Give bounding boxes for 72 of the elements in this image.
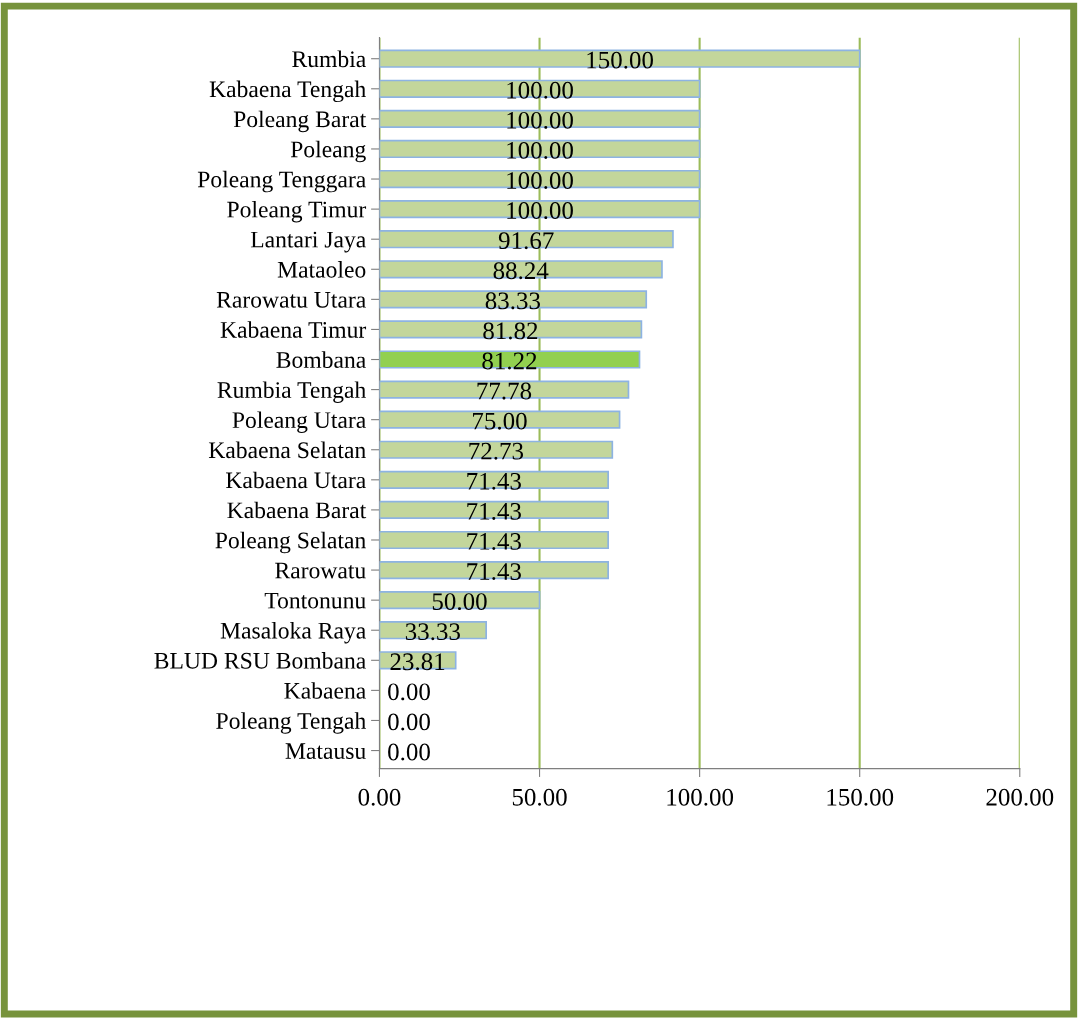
y-tick-label: Rumbia bbox=[292, 50, 366, 68]
bar bbox=[379, 560, 609, 580]
bar bbox=[379, 200, 701, 219]
x-tick-label: 100.00 bbox=[667, 788, 734, 806]
bar bbox=[379, 470, 609, 489]
y-tick-label: Kabaena Utara bbox=[226, 471, 366, 489]
bar bbox=[379, 410, 621, 429]
bar bbox=[379, 320, 643, 339]
y-tick-label: Rumbia Tengah bbox=[217, 381, 366, 403]
bar bbox=[379, 139, 701, 159]
y-tick-label: Rarowatu Utara bbox=[216, 292, 366, 308]
y-tick-label: Rarowatu bbox=[275, 562, 366, 579]
y-tick-label: Poleang Selatan bbox=[215, 531, 366, 554]
y-tick-label: Kabaena Barat bbox=[227, 501, 367, 519]
y-tick-label: Kabaena Tengah bbox=[209, 80, 366, 103]
x-tick-label: 50.00 bbox=[512, 788, 567, 806]
y-tick-label: Poleang Tengah bbox=[216, 712, 366, 734]
data-label: 100.00 bbox=[507, 172, 573, 190]
data-label: 100.00 bbox=[507, 202, 573, 220]
bar bbox=[379, 169, 701, 189]
y-tick-label: Kabaena Timur bbox=[220, 321, 367, 338]
data-label: 71.43 bbox=[467, 563, 521, 581]
data-label: 100.00 bbox=[507, 81, 573, 99]
data-label: 71.43 bbox=[467, 472, 521, 490]
data-label: 72.73 bbox=[469, 442, 524, 460]
y-tick-label: Poleang Timur bbox=[227, 200, 367, 223]
data-label: 100.00 bbox=[507, 111, 573, 129]
y-tick-label: Matausu bbox=[285, 743, 366, 759]
y-tick-label: Kabaena Selatan bbox=[208, 441, 366, 459]
bar bbox=[379, 79, 701, 98]
bar bbox=[379, 230, 674, 249]
data-label: 83.33 bbox=[485, 292, 540, 310]
y-tick-label: Poleang Tenggara bbox=[197, 170, 366, 193]
data-label: 71.43 bbox=[467, 533, 521, 550]
x-tick-label: 0.00 bbox=[358, 788, 401, 806]
bar bbox=[379, 440, 614, 459]
data-label: 77.78 bbox=[477, 382, 532, 400]
data-label: 81.22 bbox=[482, 352, 537, 370]
y-tick-label: Masaloka Raya bbox=[220, 622, 366, 644]
bar bbox=[379, 380, 630, 399]
data-label: 0.00 bbox=[388, 713, 430, 731]
y-tick-label: Kabaena bbox=[284, 682, 366, 699]
data-label: 81.82 bbox=[483, 322, 538, 340]
x-tick-label: 200.00 bbox=[986, 788, 1054, 806]
bar bbox=[379, 591, 541, 610]
data-label: 150.00 bbox=[587, 51, 653, 69]
data-label: 71.43 bbox=[467, 502, 521, 520]
y-tick-label: Poleang bbox=[290, 140, 366, 163]
data-label: 0.00 bbox=[388, 683, 430, 701]
data-label: 23.81 bbox=[390, 653, 445, 671]
x-tick-label: 150.00 bbox=[827, 788, 894, 806]
y-tick-label: BLUD RSU Bombana bbox=[154, 652, 366, 669]
y-tick-label: Bombana bbox=[276, 351, 366, 368]
bar bbox=[379, 290, 648, 309]
data-label: 88.24 bbox=[493, 262, 549, 280]
data-label: 50.00 bbox=[432, 593, 487, 611]
y-tick-label: Lantari Jaya bbox=[250, 231, 366, 253]
bar bbox=[379, 260, 663, 279]
bar bbox=[379, 109, 701, 128]
data-label: 33.33 bbox=[405, 623, 460, 641]
y-tick-label: Mataoleo bbox=[277, 261, 366, 278]
y-tick-label: Poleang Barat bbox=[233, 110, 367, 133]
data-label: 0.00 bbox=[388, 743, 430, 761]
data-label: 100.00 bbox=[507, 141, 573, 159]
bar bbox=[379, 49, 861, 68]
bar bbox=[379, 350, 641, 369]
data-label: 91.67 bbox=[498, 232, 554, 250]
y-tick-label: Tontonunu bbox=[264, 592, 366, 609]
y-tick-label: Poleang Utara bbox=[232, 411, 366, 433]
bar bbox=[379, 500, 609, 520]
bar bbox=[379, 530, 609, 550]
data-label: 75.00 bbox=[473, 412, 527, 430]
